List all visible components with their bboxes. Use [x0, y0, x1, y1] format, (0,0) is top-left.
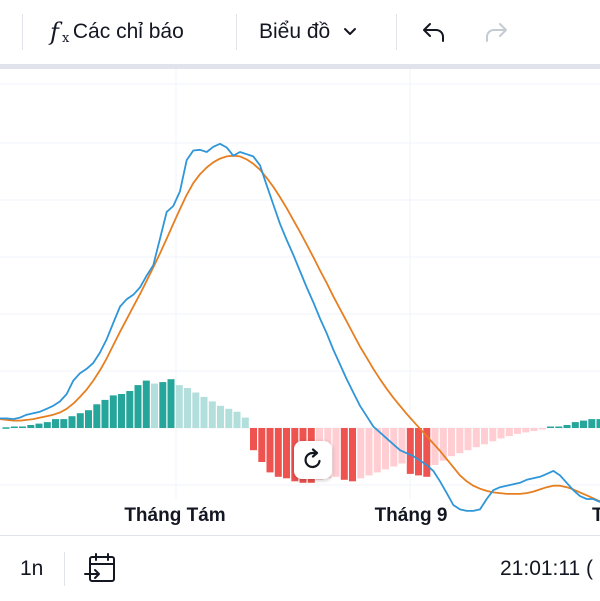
histogram-bar [283, 428, 290, 478]
chart-type-button[interactable]: Biểu đồ [259, 0, 358, 64]
redo-button[interactable] [484, 0, 510, 64]
histogram-bar [143, 381, 150, 428]
time-display: 21:01:11 ( [500, 536, 593, 601]
histogram-bar [489, 428, 496, 441]
histogram-bar [135, 385, 142, 428]
toolbar-divider [22, 14, 23, 50]
x-tick-label: Tháng 9 [375, 505, 448, 526]
histogram-bar [366, 428, 373, 475]
histogram-bar [118, 394, 125, 428]
histogram-bar [267, 428, 274, 472]
reset-chart-button[interactable] [294, 441, 332, 479]
histogram-bar [275, 428, 282, 477]
histogram-bar [168, 379, 175, 428]
histogram-bar [531, 428, 538, 431]
histogram-bar [176, 385, 183, 428]
histogram-bar [415, 428, 422, 475]
histogram-bar [209, 401, 216, 428]
histogram-bar [555, 427, 562, 429]
chevron-down-icon [342, 26, 358, 38]
resolution-button[interactable]: 1n [20, 536, 43, 601]
histogram-bar [341, 428, 348, 480]
histogram-bar [514, 428, 521, 434]
histogram-bar [27, 425, 34, 428]
histogram-bar [250, 428, 257, 450]
bottom-divider [64, 552, 65, 586]
redo-icon [484, 21, 510, 43]
histogram-bar [258, 428, 265, 462]
histogram-bar [506, 428, 513, 436]
histogram-bar [110, 395, 117, 428]
x-tick-label: Tháng Tám [124, 505, 225, 526]
histogram-bar [85, 410, 92, 428]
histogram-bar [564, 425, 571, 428]
indicators-label: Các chỉ báo [73, 20, 184, 44]
histogram-bar [69, 416, 76, 428]
histogram-bar [19, 427, 26, 429]
histogram-bar [60, 419, 67, 428]
x-axis-ticks: Tháng Tám Tháng 9 T [124, 505, 600, 526]
histogram-bar [77, 413, 84, 428]
histogram-bar [93, 404, 100, 428]
chart-type-label: Biểu đồ [259, 20, 330, 44]
histogram-bar [44, 422, 51, 428]
histogram-bar [522, 428, 529, 432]
reset-icon [301, 448, 325, 472]
histogram-bar [3, 427, 10, 429]
histogram-bar [399, 428, 406, 464]
histogram-bar [374, 428, 381, 472]
histogram-bar [201, 397, 208, 428]
histogram-bar [192, 393, 199, 429]
histogram-bar [572, 422, 579, 428]
histogram-bar [234, 412, 241, 428]
histogram-bar [597, 419, 600, 428]
bottom-toolbar: 1n 21:01:11 ( [0, 535, 600, 601]
histogram-bar [52, 419, 59, 428]
histogram-bar [547, 427, 554, 429]
x-tick-label: T [592, 505, 600, 526]
histogram-bar [36, 424, 43, 428]
histogram-bar [333, 428, 340, 477]
histogram-bar [184, 388, 191, 428]
histogram-bar [448, 428, 455, 456]
toolbar-divider [236, 14, 237, 50]
histogram-bar [102, 400, 109, 428]
histogram-bar [151, 384, 158, 428]
histogram-bar [126, 391, 133, 428]
undo-button[interactable] [420, 0, 446, 64]
histogram-bar [473, 428, 480, 447]
histogram-bar [580, 421, 587, 428]
histogram-bar [217, 406, 224, 428]
histogram-bar [456, 428, 463, 453]
histogram-bar [357, 428, 364, 478]
goto-date-button[interactable] [84, 536, 118, 601]
histogram-bar [349, 428, 356, 481]
histogram-bar [225, 409, 232, 428]
histogram-bar [242, 418, 249, 428]
toolbar-divider [396, 14, 397, 50]
undo-icon [420, 21, 446, 43]
histogram-bar [465, 428, 472, 450]
histogram-bar [407, 428, 414, 474]
histogram-bar [11, 427, 18, 429]
histogram-bar [588, 419, 595, 428]
histogram-bar [481, 428, 488, 444]
calendar-goto-icon [84, 553, 118, 585]
histogram-bar [539, 428, 546, 430]
histogram-bar [159, 382, 166, 428]
histogram-bar [498, 428, 505, 438]
